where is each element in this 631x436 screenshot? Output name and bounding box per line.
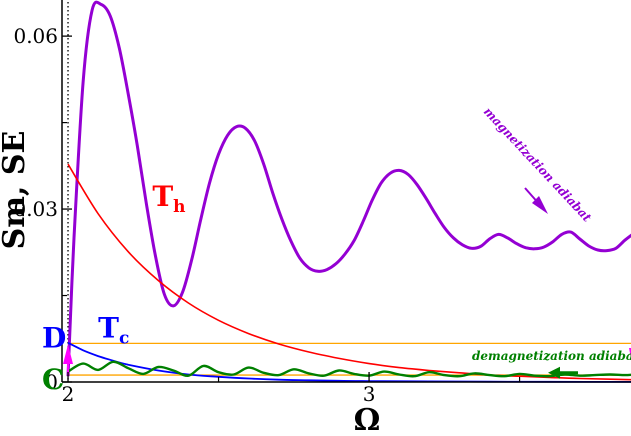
y-tick-label-0: 0 [45, 370, 58, 394]
process-arrows [63, 187, 631, 379]
x-tick-label-0: 2 [62, 382, 75, 406]
y-tick-label-2: 0.06 [13, 24, 58, 48]
hot-curve [67, 163, 631, 381]
point-label-d: D [42, 321, 66, 354]
temperature-subscript: h [173, 197, 185, 217]
axis-ticks: 2 3 0 0.03 0.06 [13, 24, 521, 406]
demagnetization-adiabat-note: demagnetization adiabat [472, 349, 631, 363]
magnetization-arrow-line [524, 187, 541, 206]
temperature-subscript: c [119, 329, 129, 349]
point-label-c: C [42, 363, 64, 396]
temperature-symbol: T [152, 180, 173, 213]
temperature-symbol: T [98, 312, 119, 345]
arrow-a-to-b-head [628, 348, 631, 359]
x-axis-label: Ω [354, 403, 381, 436]
x-tick-label-1: 3 [363, 382, 376, 406]
demag-curve [67, 360, 631, 378]
y-tick-label-1: 0.03 [13, 197, 58, 221]
curve-labels: ABCDThTc [42, 180, 186, 396]
arrow-c-to-d-head [63, 344, 74, 365]
demag-arrow-head [548, 366, 560, 379]
y-axis-label: Sm, SE [0, 131, 32, 250]
temperature-label-1: Tc [98, 312, 129, 349]
temperature-label-0: Th [152, 180, 185, 217]
magnetization-curve [66, 0, 631, 377]
